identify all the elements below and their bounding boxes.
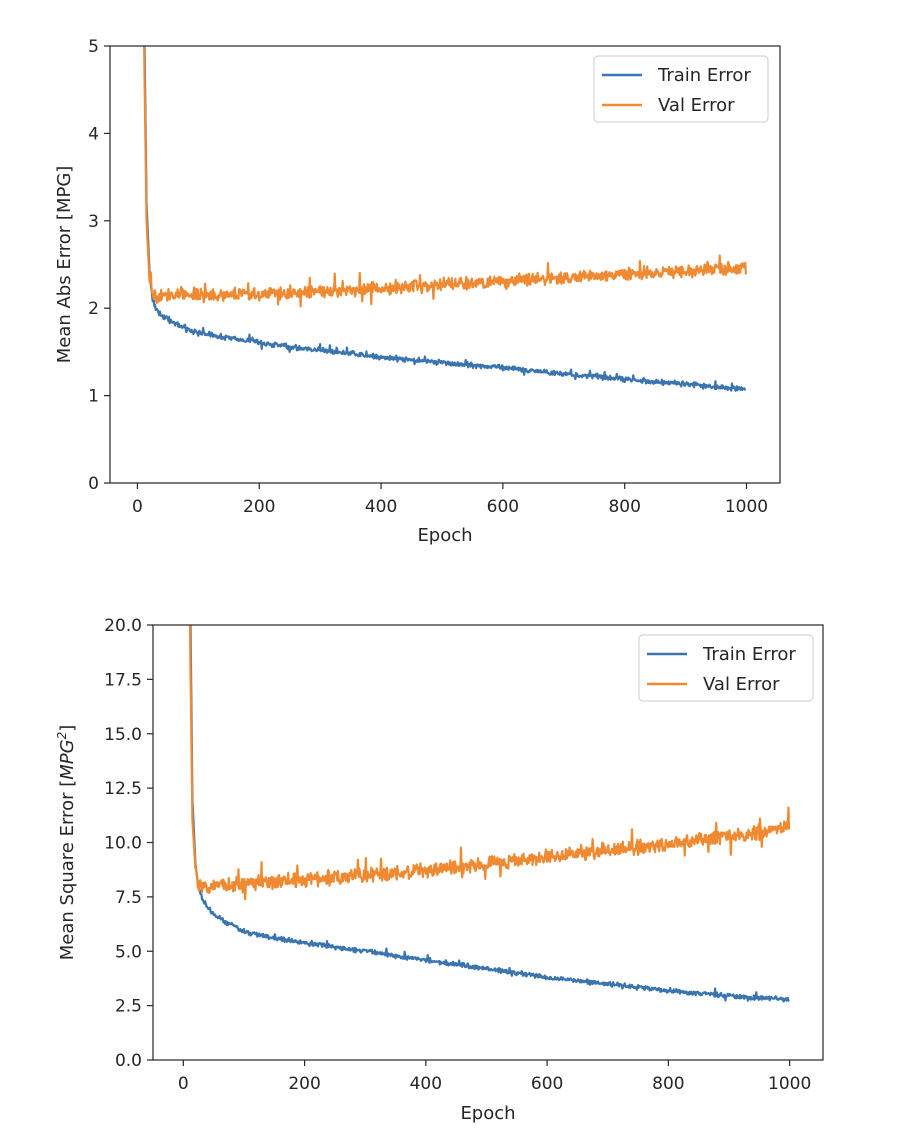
mae-chart-svg: 0 200 400 600 800 1000 0 1 2 3 4 5 Epoch Mean Abs Err… [54, 37, 781, 546]
mse-x-tick-label: 1000 [768, 1074, 811, 1094]
mse-y-axis-label-unit: MPG [57, 739, 78, 779]
mae-series-val-line [143, 46, 747, 308]
mse-y-tick-label: 10.0 [104, 834, 142, 854]
mae-x-tick-label: 0 [132, 497, 143, 517]
mse-x-axis-label: Epoch [460, 1103, 515, 1124]
mae-x-tick-label: 800 [608, 497, 640, 517]
mae-axes-frame [109, 45, 781, 484]
mae-y-tick-label: 0 [88, 474, 99, 494]
mae-y-tick-label: 1 [88, 387, 99, 407]
mse-legend-label-train: Train Error [702, 644, 796, 665]
mse-series-train-line [189, 625, 790, 1003]
mse-y-axis-label-main: Mean Square Error [ [57, 780, 78, 960]
mse-chart-svg: 0 200 400 600 800 1000 0.0 2.5 5.0 7.5 10.0 12.5 15.… [55, 616, 824, 1124]
mae-y-axis-label: Mean Abs Error [MPG] [54, 166, 75, 364]
mae-legend-label-train: Train Error [657, 65, 751, 86]
mse-y-axis-label-sup: 2 [55, 732, 69, 740]
mse-series-val-line [188, 625, 791, 901]
mse-y-tick-label: 2.5 [115, 997, 142, 1017]
mae-x-tick-label: 1000 [725, 497, 768, 517]
mse-y-tick-label: 15.0 [104, 725, 142, 745]
mse-y-tick-label: 17.5 [104, 670, 142, 690]
mae-legend: Train Error Val Error [593, 55, 769, 123]
mse-chart: 0 200 400 600 800 1000 0.0 2.5 5.0 7.5 10.0 12.5 15.… [0, 578, 912, 1138]
mse-x-tick-label: 600 [531, 1074, 563, 1094]
mae-y-tick-label: 2 [88, 299, 99, 319]
mse-y-tick-label: 5.0 [115, 942, 142, 962]
mae-x-tick-label: 600 [487, 497, 519, 517]
mae-chart: 0 200 400 600 800 1000 0 1 2 3 4 5 Epoch Mean Abs Err… [54, 37, 781, 546]
mae-y-tick-label: 4 [88, 124, 99, 144]
mae-x-tick-label: 200 [243, 497, 275, 517]
mse-legend: Train Error Val Error [638, 634, 814, 702]
mse-y-tick-label: 0.0 [115, 1051, 142, 1071]
mae-x-axis-label: Epoch [417, 525, 472, 546]
mse-legend-label-val: Val Error [703, 674, 780, 695]
mse-y-axis-label-end: ] [57, 725, 78, 732]
mse-x-tick-label: 200 [288, 1074, 320, 1094]
mse-y-tick-label: 12.5 [104, 779, 142, 799]
mse-y-axis-label: Mean Square Error [MPG2] [55, 725, 78, 961]
mae-x-tick-label: 400 [365, 497, 397, 517]
mse-x-tick-label: 800 [652, 1074, 684, 1094]
mae-y-tick-label: 3 [88, 212, 99, 232]
mse-x-tick-label: 400 [410, 1074, 442, 1094]
mse-y-tick-label: 7.5 [115, 888, 142, 908]
mse-x-tick-label: 0 [178, 1074, 189, 1094]
mae-y-tick-label: 5 [88, 37, 99, 57]
mae-series-train-line [143, 46, 747, 392]
mae-legend-label-val: Val Error [658, 95, 735, 116]
mse-y-tick-label: 20.0 [104, 616, 142, 636]
